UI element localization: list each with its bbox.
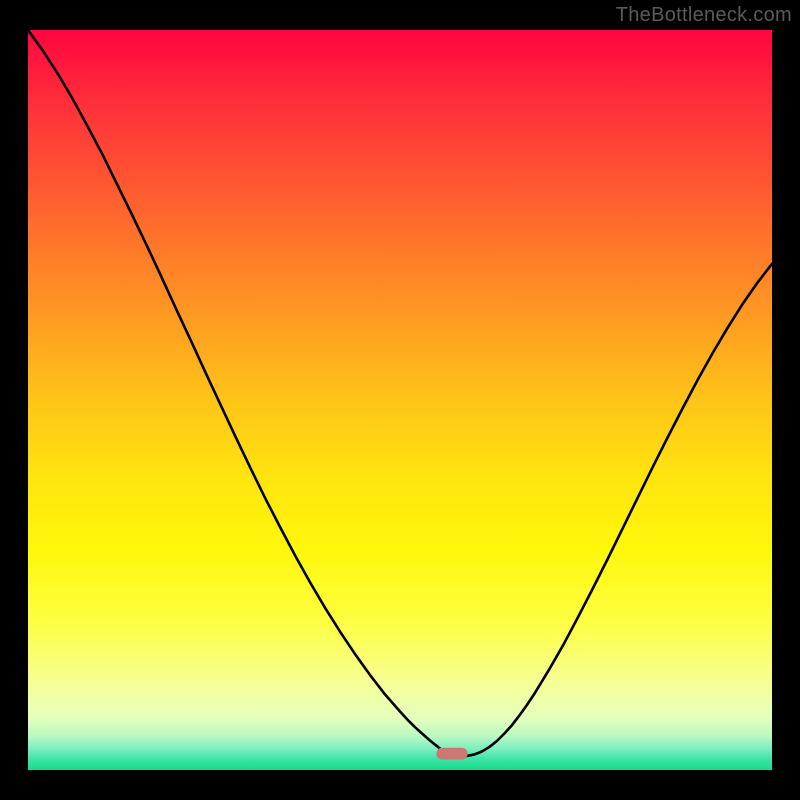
bottleneck-chart xyxy=(28,30,772,770)
chart-container xyxy=(28,30,772,770)
chart-background xyxy=(28,30,772,770)
watermark-text: TheBottleneck.com xyxy=(616,4,792,27)
optimal-marker xyxy=(436,748,467,760)
